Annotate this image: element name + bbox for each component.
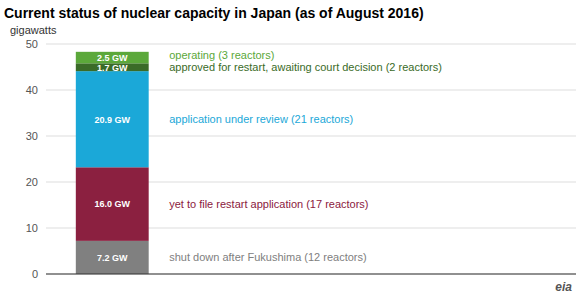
- tick-label: 40: [26, 84, 38, 96]
- labels: 7.2 GW 16.0 GW 20.9 GW 1.7 GW2.5 GW shut dow…: [94, 49, 441, 264]
- tick-label: 10: [26, 222, 38, 234]
- title: Current status of nuclear capacity in Ja…: [4, 5, 424, 21]
- annotation: eia: [555, 280, 572, 294]
- data-label: 2.5 GW: [97, 53, 128, 63]
- data-label: 16.0 GW: [94, 199, 130, 209]
- axis-label: gigawatts: [10, 24, 57, 36]
- bars: [76, 52, 149, 274]
- tick-label: 50: [26, 38, 38, 50]
- tick-label: 30: [26, 130, 38, 142]
- grid-line: [46, 274, 576, 275]
- bar-segment: [76, 52, 149, 64]
- x-axis-line: [46, 273, 576, 274]
- bar-segment: [76, 167, 149, 241]
- tick-label: 20: [26, 176, 38, 188]
- series-label: application under review (21 reactors): [169, 113, 353, 125]
- series-label: operating (3 reactors): [169, 49, 274, 61]
- data-label: 1.7 GW: [97, 63, 128, 73]
- data-label: 20.9 GW: [94, 115, 130, 125]
- data-label: 7.2 GW: [97, 253, 128, 263]
- series-label: yet to file restart application (17 reac…: [169, 198, 368, 210]
- bar-segment: [76, 71, 149, 167]
- tick-label: 0: [32, 268, 38, 280]
- chart: Current status of nuclear capacity in Ja…: [0, 0, 584, 297]
- series-label: shut down after Fukushima (12 reactors): [169, 251, 366, 263]
- bar-segment: [76, 241, 149, 274]
- series-label: approved for restart, awaiting court dec…: [169, 61, 442, 73]
- grid-line: [46, 44, 576, 45]
